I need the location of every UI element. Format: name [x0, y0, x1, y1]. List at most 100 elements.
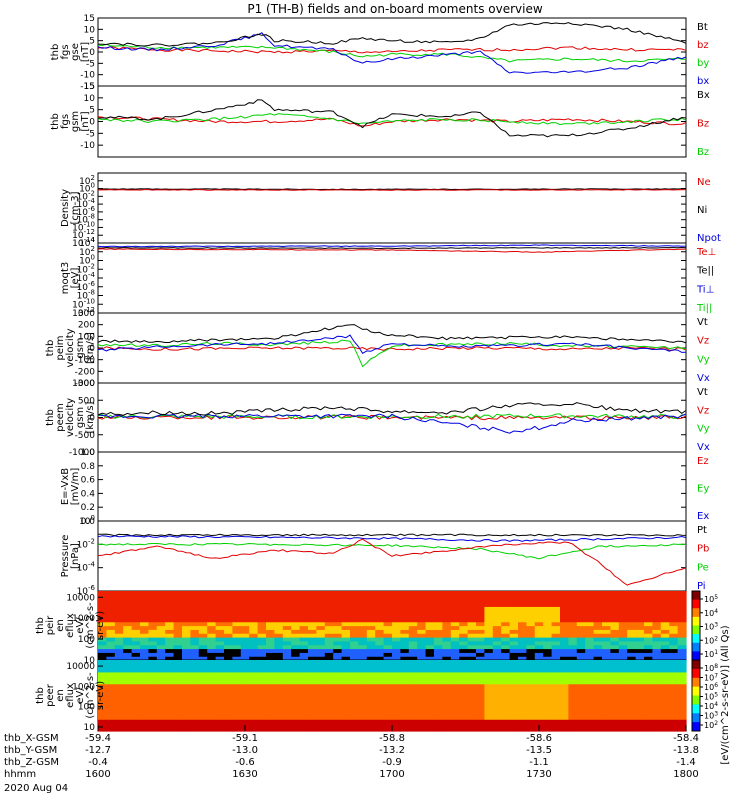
spectrogram-cell [392, 683, 401, 689]
spectrogram-cell [568, 652, 578, 657]
spectrogram-cell [392, 711, 401, 716]
spectrogram-cell [434, 598, 443, 604]
spectrogram-cell [224, 683, 233, 689]
spectrogram-cell [627, 602, 637, 607]
spectrogram-cell [383, 621, 393, 627]
spectrogram-cell [492, 656, 502, 661]
spectrogram-cell [257, 667, 267, 673]
spectrogram-cell [434, 637, 443, 642]
spectrogram-cell [635, 610, 645, 615]
spectrogram-cell [434, 656, 443, 661]
spectrogram-cell [341, 719, 351, 724]
spectrogram-cell [366, 648, 376, 653]
spectrogram-cell [131, 683, 141, 689]
spectrogram-cell [257, 640, 267, 646]
spectrogram-cell [140, 660, 149, 665]
spectrogram-cell [400, 598, 410, 604]
spectrogram-cell [585, 598, 595, 604]
spectrogram-cell [534, 715, 544, 720]
spectrogram-cell [249, 606, 259, 611]
y-axis-label-line: peer [45, 683, 56, 707]
spectrogram-cell [333, 719, 343, 724]
spectrogram-cell [156, 598, 166, 604]
spectrogram-cell [459, 707, 469, 712]
spectrogram-cell [207, 594, 217, 600]
spectrogram-cell [224, 667, 233, 673]
spectrogram-cell [644, 591, 653, 596]
spectrogram-cell [593, 660, 603, 665]
spectrogram-cell [560, 663, 569, 669]
spectrogram-cell [165, 656, 175, 661]
spectrogram-cell [543, 644, 553, 650]
spectrogram-cell [434, 648, 443, 653]
spectrogram-cell [131, 703, 141, 708]
spectrogram-cell [114, 606, 124, 611]
spectrogram-cell [249, 695, 259, 701]
spectrogram-cell [408, 610, 418, 615]
spectrogram-cell [534, 703, 544, 708]
spectrogram-cell [392, 691, 401, 697]
spectrogram-cell [190, 648, 200, 653]
spectrogram-cell [182, 606, 191, 611]
spectrogram-cell [392, 699, 401, 704]
spectrogram-cell [476, 637, 485, 642]
legend-label-bgsm: Bz [697, 147, 709, 158]
spectrogram-cell [299, 719, 309, 724]
spectrogram-cell [257, 660, 267, 665]
spectrogram-cell [652, 637, 662, 642]
spectrogram-cell [224, 719, 233, 724]
spectrogram-cell [660, 699, 670, 704]
spectrogram-cell [635, 644, 645, 650]
spectrogram-cell [299, 621, 309, 627]
spectrogram-cell [240, 606, 250, 611]
spectrogram-cell [282, 695, 292, 701]
spectrogram-cell [568, 594, 578, 600]
spectrogram-cell [417, 640, 427, 646]
spectrogram-cell [660, 703, 670, 708]
spectrogram-cell [350, 621, 359, 627]
spectrogram-cell [576, 691, 586, 697]
spectrogram-cell [484, 707, 494, 712]
spectrogram-cell [669, 691, 679, 697]
spectrogram-cell [274, 719, 284, 724]
spectrogram-cell [358, 598, 368, 604]
spectrogram-cell [341, 667, 351, 673]
spectrogram-cell [350, 610, 359, 615]
spectrogram-cell [593, 610, 603, 615]
spectrogram-cell [442, 691, 452, 697]
spectrogram-cell [341, 625, 351, 630]
spectrogram-cell [240, 660, 250, 665]
spectrogram-cell [249, 667, 259, 673]
spectrogram-cell [375, 727, 385, 732]
spectrogram-cell [148, 637, 158, 642]
spectrogram-cell [215, 591, 225, 596]
spectrogram-cell [459, 675, 469, 681]
spectrogram-cell [534, 594, 544, 600]
spectrogram-cell [123, 594, 133, 600]
spectrogram-cell [442, 652, 452, 657]
spectrogram-cell [425, 625, 435, 630]
spectrogram-cell [400, 695, 410, 701]
spectrogram-cell [232, 667, 242, 673]
spectrogram-cell [333, 617, 343, 623]
spectrogram-cell [618, 656, 628, 661]
spectrogram-cell [434, 683, 443, 689]
spectrogram-cell [618, 660, 628, 665]
spectrogram-cell [434, 625, 443, 630]
spectrogram-cell [652, 660, 662, 665]
spectrogram-cell [131, 719, 141, 724]
spectrogram-cell [442, 633, 452, 638]
spectrogram-cell [602, 594, 611, 600]
spectrogram-cell [308, 707, 317, 712]
spectrogram-cell [576, 711, 586, 716]
spectrogram-cell [602, 648, 611, 653]
spectrogram-cell [173, 667, 183, 673]
spectrogram-cell [467, 683, 477, 689]
spectrogram-cell [106, 671, 116, 677]
spectrogram-cell [434, 663, 443, 669]
spectrogram-cell [123, 715, 133, 720]
spectrogram-cell [560, 683, 569, 689]
spectrogram-cell [266, 703, 275, 708]
spectrogram-cell [534, 614, 544, 619]
spectrogram-cell [484, 675, 494, 681]
